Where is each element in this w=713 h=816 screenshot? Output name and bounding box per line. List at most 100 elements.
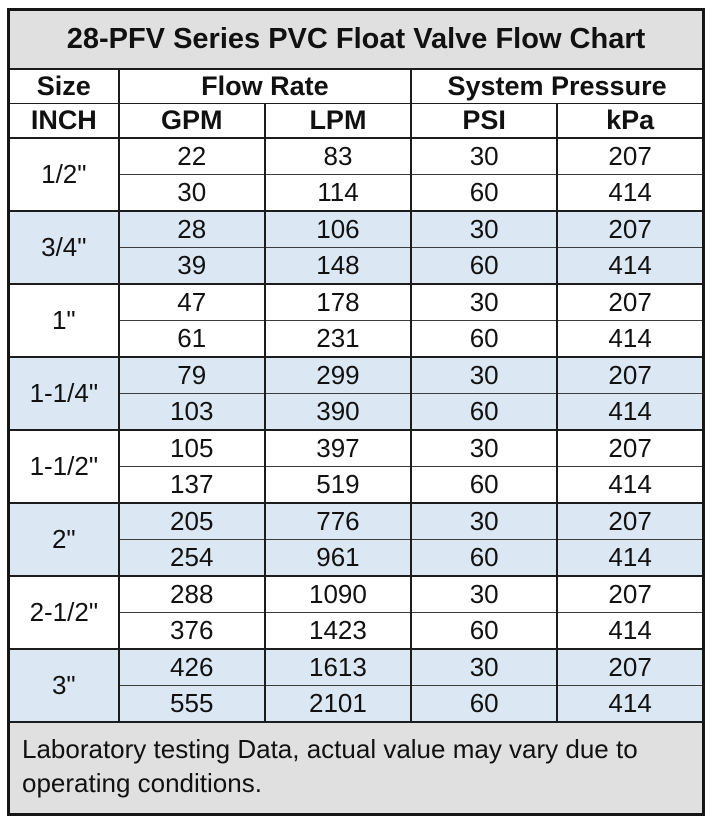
kpa-cell: 414: [556, 247, 705, 285]
lpm-cell: 1613: [263, 648, 413, 686]
psi-cell: 60: [410, 247, 559, 285]
lpm-cell: 231: [263, 320, 413, 358]
page: 28-PFV Series PVC Float Valve Flow Chart…: [7, 8, 705, 816]
size-cell: 2": [7, 502, 120, 577]
psi-cell: 60: [410, 466, 559, 504]
lpm-cell: 397: [263, 429, 413, 467]
table-row: 3/4" 28 106 30 207: [7, 210, 705, 285]
lpm-cell: 178: [263, 283, 413, 321]
header-lpm: LPM: [263, 103, 413, 139]
lpm-cell: 299: [263, 356, 413, 394]
kpa-cell: 414: [556, 612, 705, 650]
kpa-cell: 414: [556, 393, 705, 431]
footer-note: Laboratory testing Data, actual value ma…: [7, 721, 705, 816]
lpm-cell: 2101: [263, 685, 413, 723]
psi-cell: 30: [410, 502, 559, 540]
psi-cell: 30: [410, 575, 559, 613]
kpa-cell: 207: [556, 137, 705, 175]
psi-cell: 30: [410, 356, 559, 394]
lpm-cell: 106: [263, 210, 413, 248]
gpm-cell: 205: [117, 502, 266, 540]
size-cell: 1-1/2": [7, 429, 120, 504]
header-units-row: INCH GPM LPM PSI kPa: [7, 103, 705, 139]
header-kpa: kPa: [556, 103, 705, 139]
header-size: Size: [7, 68, 120, 104]
psi-cell: 60: [410, 393, 559, 431]
size-cell: 3": [7, 648, 120, 723]
gpm-cell: 105: [117, 429, 266, 467]
table-row: 39 148 60 414: [9, 247, 705, 285]
table-title: 28-PFV Series PVC Float Valve Flow Chart: [7, 8, 705, 70]
header-system-pressure: System Pressure: [410, 68, 705, 104]
gpm-cell: 61: [117, 320, 266, 358]
gpm-cell: 22: [117, 137, 266, 175]
gpm-cell: 30: [117, 174, 266, 212]
table-row: 254 961 60 414: [9, 539, 705, 577]
psi-cell: 30: [410, 210, 559, 248]
lpm-cell: 148: [263, 247, 413, 285]
lpm-cell: 776: [263, 502, 413, 540]
psi-cell: 30: [410, 283, 559, 321]
kpa-cell: 207: [556, 648, 705, 686]
table-row: 2-1/2" 288 1090 30 207: [7, 575, 705, 650]
kpa-cell: 207: [556, 283, 705, 321]
gpm-cell: 103: [117, 393, 266, 431]
table-row: 1-1/2" 105 397 30 207: [7, 429, 705, 504]
kpa-cell: 207: [556, 502, 705, 540]
kpa-cell: 207: [556, 575, 705, 613]
size-cell: 1": [7, 283, 120, 358]
psi-cell: 60: [410, 174, 559, 212]
kpa-cell: 414: [556, 320, 705, 358]
gpm-cell: 47: [117, 283, 266, 321]
header-group-row: Size Flow Rate System Pressure: [7, 68, 705, 104]
lpm-cell: 1423: [263, 612, 413, 650]
lpm-cell: 1090: [263, 575, 413, 613]
lpm-cell: 390: [263, 393, 413, 431]
gpm-cell: 79: [117, 356, 266, 394]
size-cell: 2-1/2": [7, 575, 120, 650]
header-flow-rate: Flow Rate: [117, 68, 413, 104]
psi-cell: 30: [410, 648, 559, 686]
table-row: 376 1423 60 414: [9, 612, 705, 650]
table-row: 1" 47 178 30 207: [7, 283, 705, 358]
kpa-cell: 414: [556, 466, 705, 504]
gpm-cell: 39: [117, 247, 266, 285]
header-psi: PSI: [410, 103, 559, 139]
footer-row: Laboratory testing Data, actual value ma…: [7, 721, 705, 816]
table-row: 30 114 60 414: [9, 174, 705, 212]
lpm-cell: 114: [263, 174, 413, 212]
gpm-cell: 137: [117, 466, 266, 504]
table-row: 555 2101 60 414: [9, 685, 705, 723]
gpm-cell: 426: [117, 648, 266, 686]
size-cell: 3/4": [7, 210, 120, 285]
table-row: 2" 205 776 30 207: [7, 502, 705, 577]
gpm-cell: 288: [117, 575, 266, 613]
gpm-cell: 254: [117, 539, 266, 577]
lpm-cell: 519: [263, 466, 413, 504]
lpm-cell: 83: [263, 137, 413, 175]
psi-cell: 60: [410, 612, 559, 650]
lpm-cell: 961: [263, 539, 413, 577]
kpa-cell: 207: [556, 210, 705, 248]
table-row: 103 390 60 414: [9, 393, 705, 431]
table-row: 137 519 60 414: [9, 466, 705, 504]
psi-cell: 60: [410, 320, 559, 358]
table-row: 1/2" 22 83 30 207: [7, 137, 705, 212]
gpm-cell: 555: [117, 685, 266, 723]
size-cell: 1/2": [7, 137, 120, 212]
header-inch: INCH: [7, 103, 120, 139]
psi-cell: 30: [410, 137, 559, 175]
title-row: 28-PFV Series PVC Float Valve Flow Chart: [7, 8, 705, 70]
gpm-cell: 28: [117, 210, 266, 248]
header-gpm: GPM: [117, 103, 266, 139]
kpa-cell: 414: [556, 539, 705, 577]
table-row: 3" 426 1613 30 207: [7, 648, 705, 723]
gpm-cell: 376: [117, 612, 266, 650]
table-row: 61 231 60 414: [9, 320, 705, 358]
psi-cell: 60: [410, 539, 559, 577]
kpa-cell: 207: [556, 429, 705, 467]
kpa-cell: 207: [556, 356, 705, 394]
kpa-cell: 414: [556, 685, 705, 723]
flow-chart-table: 28-PFV Series PVC Float Valve Flow Chart…: [7, 8, 705, 816]
size-cell: 1-1/4": [7, 356, 120, 431]
